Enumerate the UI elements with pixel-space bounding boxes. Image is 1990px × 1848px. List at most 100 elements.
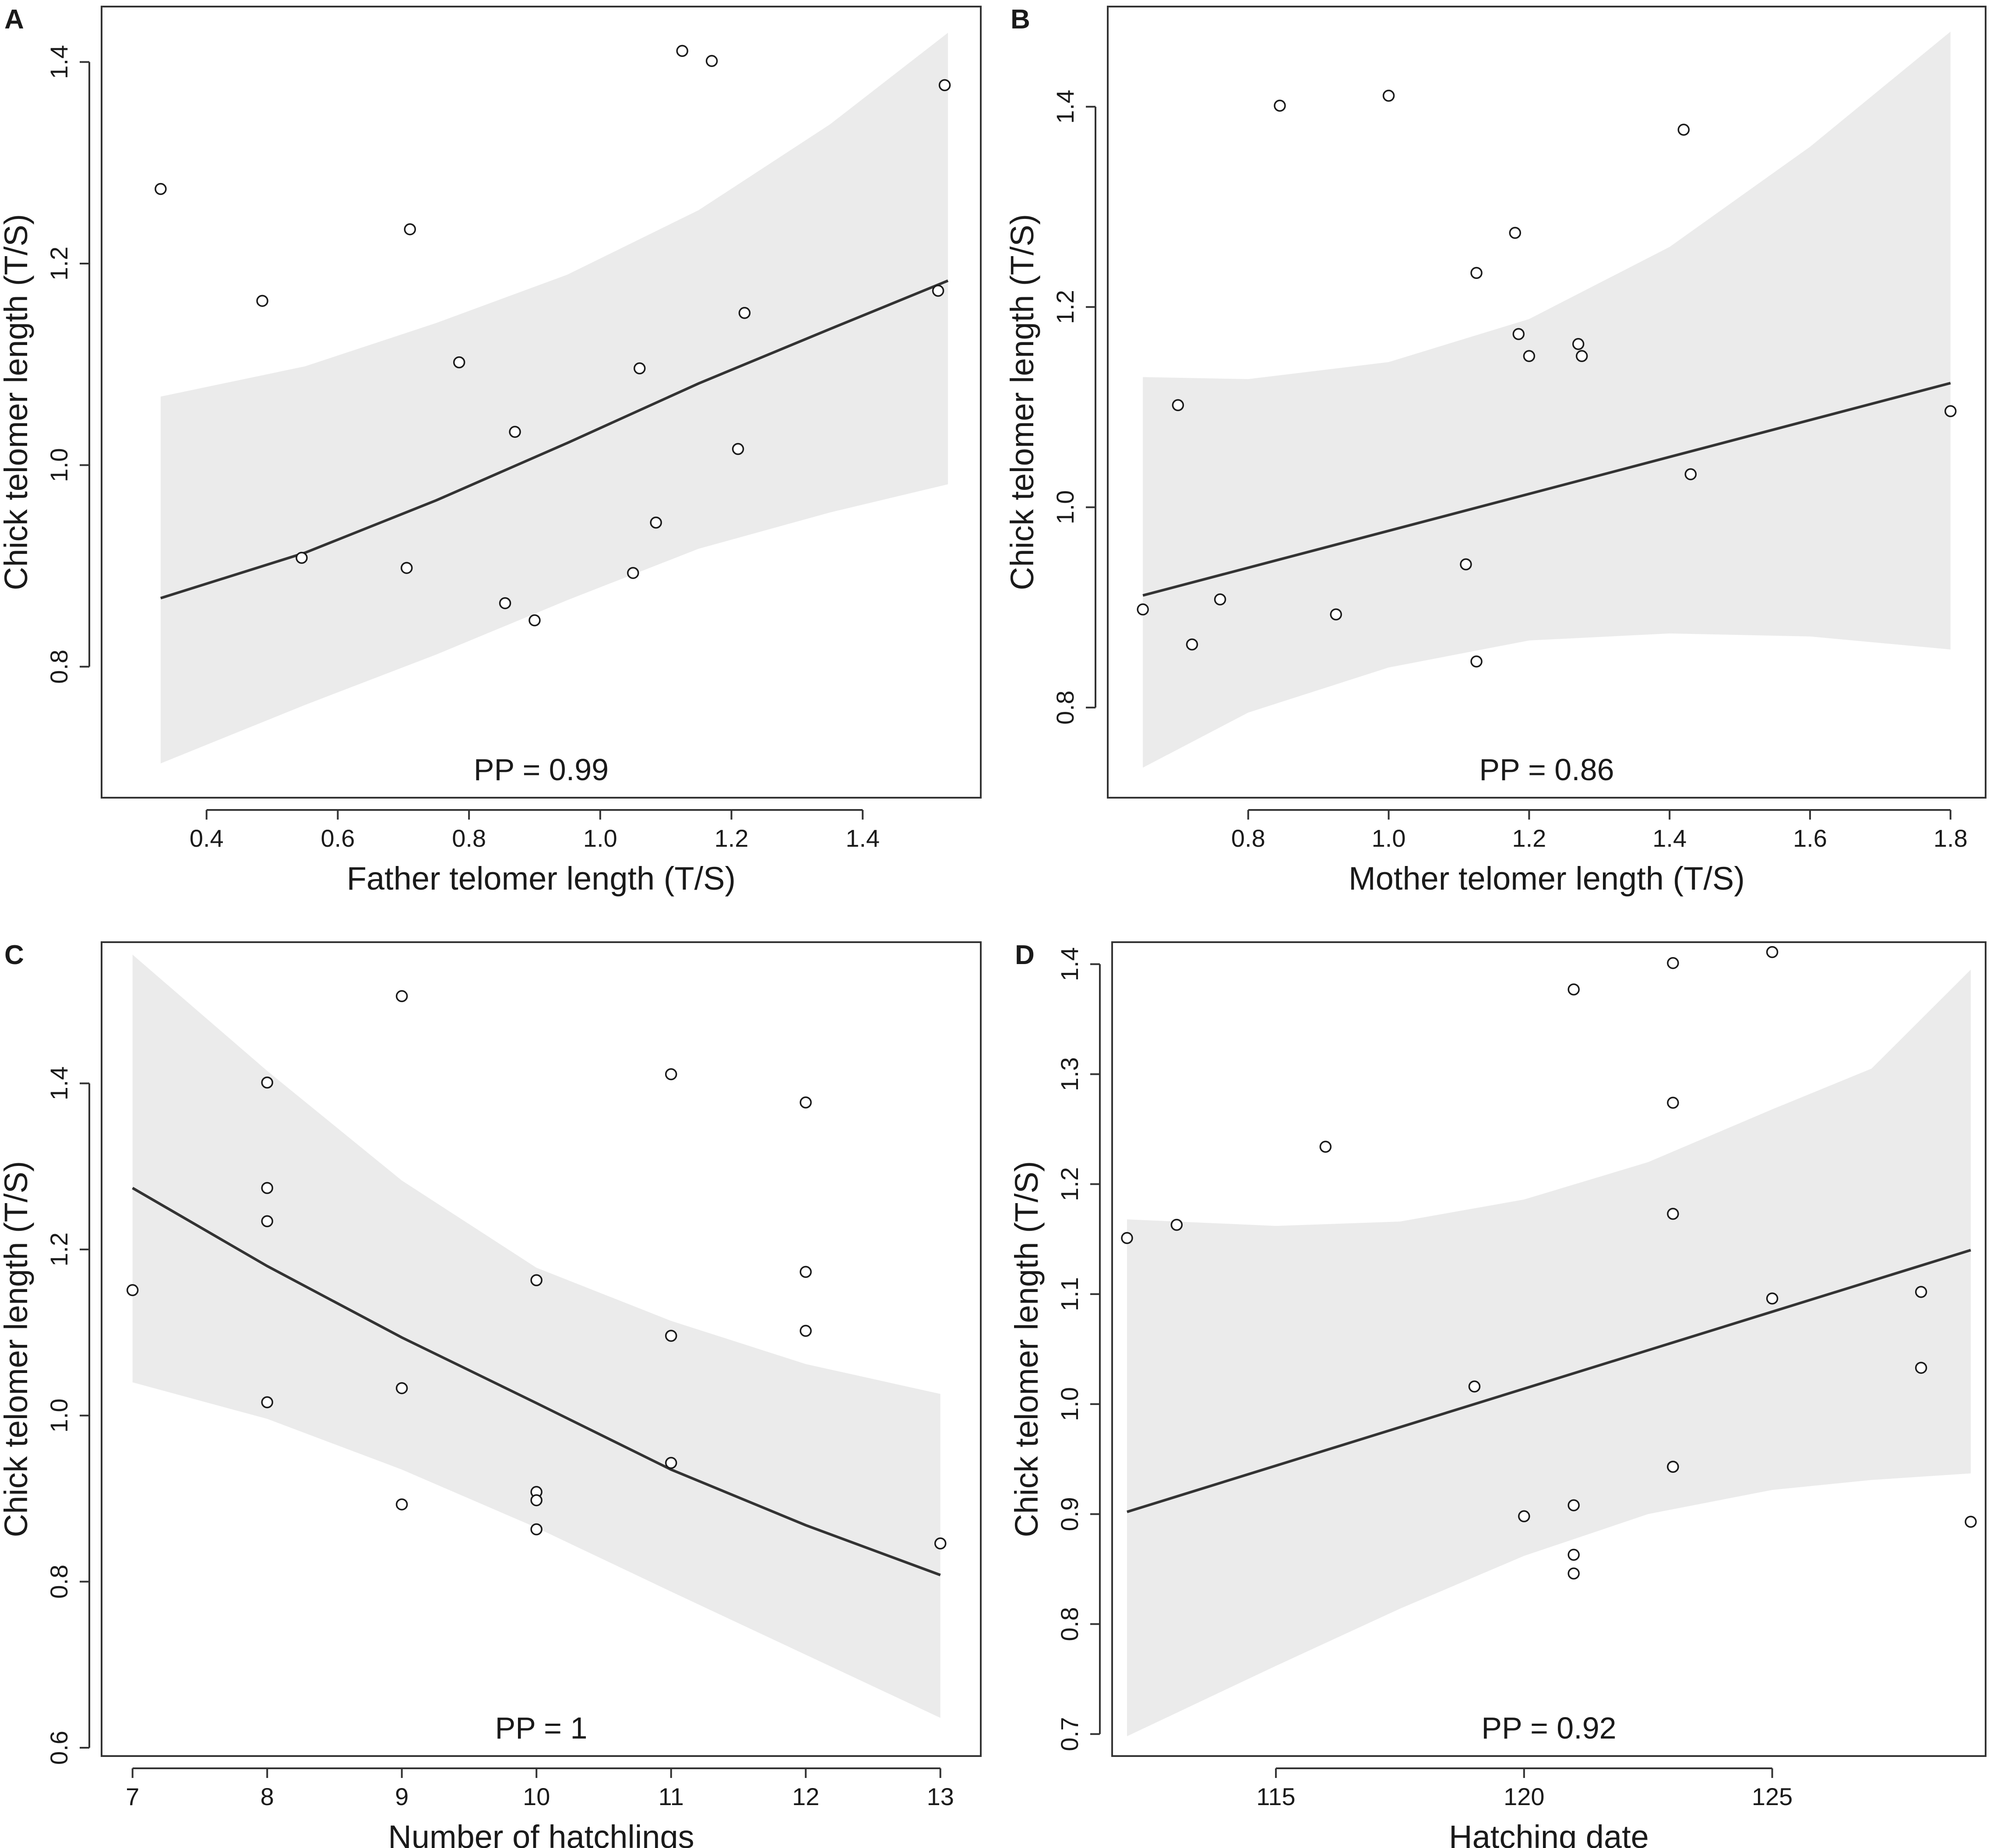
data-point: [1172, 399, 1184, 412]
data-point: [800, 1096, 812, 1109]
data-point: [800, 1266, 812, 1278]
panel-letter: D: [1015, 940, 1035, 970]
y-tick-label: 0.6: [45, 1731, 73, 1765]
y-tick-label: 0.8: [1056, 1607, 1083, 1641]
data-point: [1965, 1516, 1977, 1528]
panel-letter: A: [4, 4, 24, 35]
y-tick-label: 0.8: [1051, 690, 1079, 725]
data-point: [256, 295, 268, 307]
y-tick-label: 1.4: [1056, 947, 1083, 981]
data-point: [395, 1382, 408, 1394]
plot-frame: [1107, 6, 1986, 799]
x-axis-title: Number of hatchlings: [388, 1819, 694, 1848]
y-tick-label: 1.0: [45, 1398, 73, 1433]
confidence-band: [160, 32, 948, 764]
x-tick-label: 115: [1256, 1783, 1295, 1810]
data-point: [1766, 1292, 1779, 1305]
y-tick-label: 1.4: [1051, 90, 1079, 124]
data-point: [665, 1330, 677, 1342]
y-tick-label: 1.2: [1056, 1167, 1083, 1201]
data-point: [1567, 983, 1580, 996]
data-point: [395, 1498, 408, 1510]
x-tick-label: 10: [523, 1783, 550, 1810]
data-point: [650, 516, 662, 529]
x-tick-label: 1.8: [1934, 824, 1968, 852]
confidence-band: [1143, 32, 1951, 768]
fit-line: [1142, 382, 1951, 597]
data-point: [1572, 338, 1585, 350]
x-tick-label: 120: [1504, 1783, 1544, 1810]
pp-annotation: PP = 0.99: [474, 753, 609, 787]
y-axis-title: Chick telomer length (T/S): [0, 214, 34, 591]
data-point: [1567, 1567, 1580, 1580]
x-tick-label: 9: [395, 1783, 409, 1810]
data-point: [395, 990, 408, 1003]
data-point: [1468, 1380, 1481, 1393]
data-point: [261, 1076, 273, 1089]
data-point: [705, 55, 718, 67]
y-axis-title: Chick telomer length (T/S): [1004, 214, 1040, 591]
confidence-band: [132, 954, 940, 1718]
data-point: [1330, 608, 1342, 621]
y-tick-label: 1.0: [1056, 1387, 1083, 1421]
data-point: [1944, 405, 1957, 417]
data-point: [1121, 1232, 1133, 1244]
data-point: [499, 597, 511, 609]
x-axis-title: Mother telomer length (T/S): [1349, 860, 1745, 897]
data-point: [665, 1457, 677, 1469]
plot-frame: [1111, 941, 1986, 1757]
x-tick-label: 0.8: [1231, 824, 1265, 852]
x-tick-label: 1.0: [583, 824, 617, 852]
data-point: [934, 1537, 947, 1550]
data-point: [404, 223, 416, 236]
y-tick-label: 1.2: [1051, 290, 1079, 324]
x-tick-label: 1.4: [845, 824, 880, 852]
y-tick-label: 1.1: [1056, 1277, 1083, 1311]
panel-b: 0.8 1.0 1.2 1.4 1.6 1.8 0.8 1.0 1.2 1.4 Mother tel…: [1004, 4, 1986, 897]
x-tick-label: 0.6: [321, 824, 355, 852]
x-tick-label: 0.4: [190, 824, 224, 852]
y-tick-label: 1.0: [1051, 490, 1079, 524]
data-point: [1567, 1499, 1580, 1511]
data-point: [1214, 593, 1226, 605]
x-tick-label: 11: [659, 1783, 684, 1810]
data-point: [401, 562, 413, 574]
y-tick-label: 0.9: [1056, 1497, 1083, 1531]
data-point: [261, 1396, 273, 1408]
data-point: [453, 356, 465, 369]
data-point: [1319, 1140, 1332, 1153]
y-tick-label: 1.2: [45, 246, 73, 281]
data-point: [1567, 1549, 1580, 1561]
data-point: [1677, 123, 1690, 136]
data-point: [1667, 1097, 1679, 1109]
data-point: [509, 426, 521, 438]
y-tick-label: 1.4: [45, 45, 73, 79]
x-axis-title: Father telomer length (T/S): [347, 860, 736, 897]
data-point: [1186, 638, 1198, 651]
panel-c: 7 8 9 10 11 12 13 0.6 0.8 1.0 1.2 1.4 Number of hatc…: [0, 940, 982, 1848]
data-point: [261, 1182, 273, 1194]
fit-line: [1127, 1249, 1971, 1514]
pp-annotation: PP = 1: [495, 1711, 588, 1745]
data-point: [634, 362, 646, 375]
x-tick-label: 1.0: [1372, 824, 1406, 852]
data-point: [1509, 227, 1522, 239]
data-point: [1766, 946, 1779, 958]
data-point: [1667, 1207, 1679, 1220]
y-tick-label: 0.8: [45, 650, 73, 684]
data-point: [1667, 1461, 1679, 1473]
y-tick-label: 1.4: [45, 1067, 73, 1101]
x-tick-label: 8: [261, 1783, 274, 1810]
x-tick-label: 1.2: [715, 824, 749, 852]
data-point: [1523, 350, 1536, 363]
panel-d: 115 120 125 0.7 0.8 0.9 1.0 1.1 1.2 1.3 1.4 Hatchin…: [1008, 940, 1986, 1848]
data-point: [1274, 99, 1286, 112]
x-tick-label: 12: [792, 1783, 819, 1810]
data-point: [296, 552, 308, 564]
data-point: [1575, 350, 1588, 363]
plot-frame: [101, 941, 982, 1757]
data-point: [155, 183, 167, 195]
y-tick-label: 1.3: [1056, 1057, 1083, 1091]
data-point: [1470, 655, 1483, 668]
